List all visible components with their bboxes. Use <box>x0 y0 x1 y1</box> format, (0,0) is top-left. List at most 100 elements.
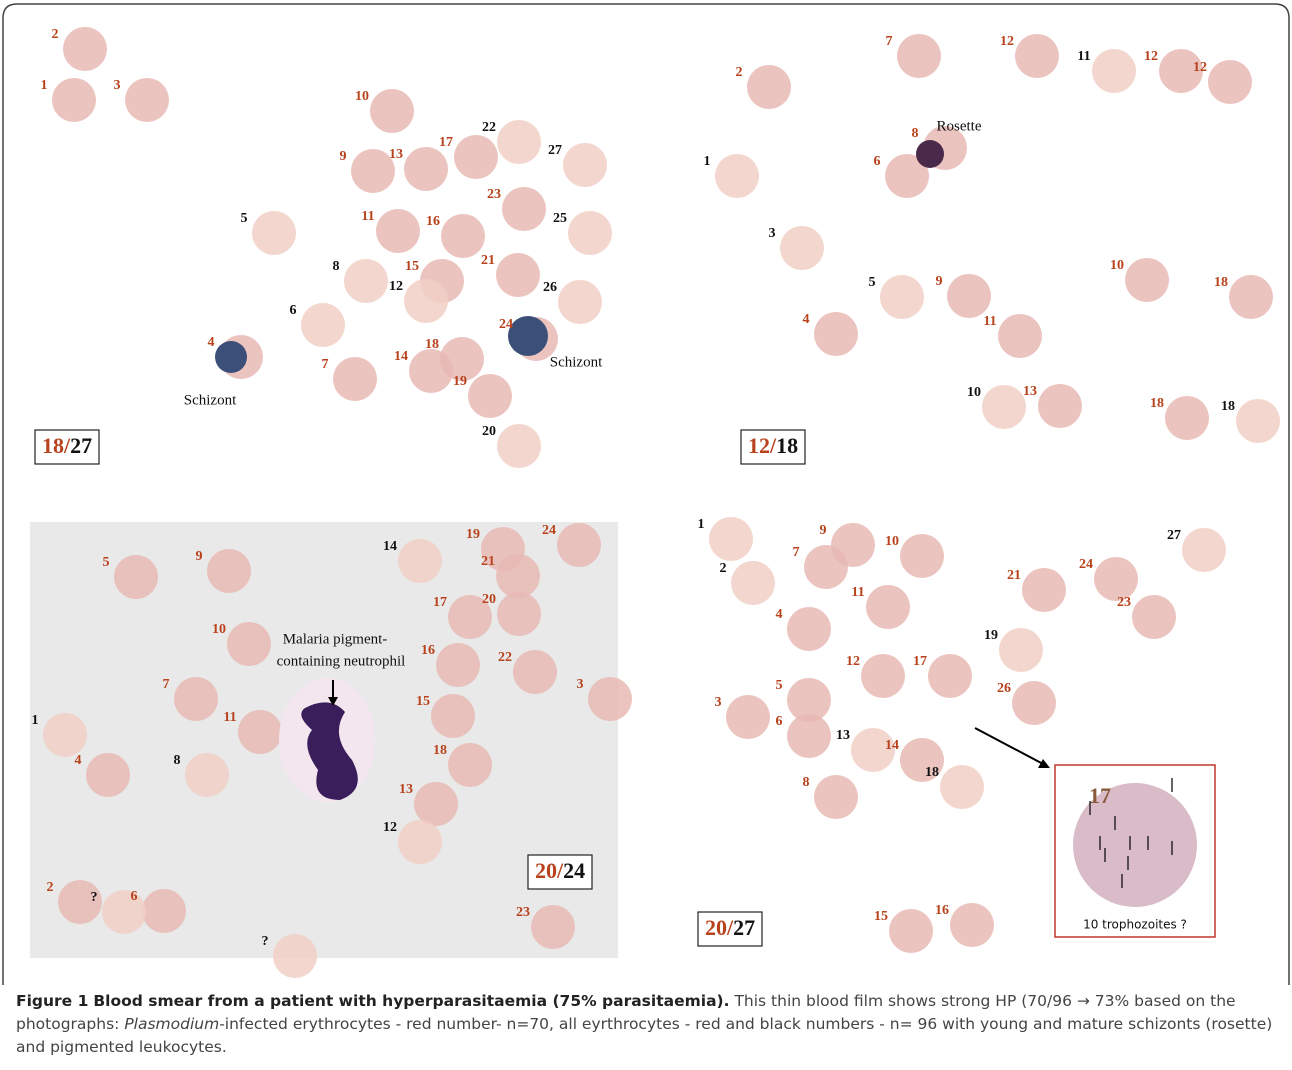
erythrocyte <box>273 934 317 978</box>
cell-number: 20 <box>482 592 496 607</box>
erythrocyte <box>1125 258 1169 302</box>
cell-number: 4 <box>803 312 810 327</box>
cell-number: 7 <box>886 34 893 49</box>
cell-number: 11 <box>223 710 236 725</box>
cell-number: 19 <box>984 628 998 643</box>
cell-number: 2 <box>720 561 727 576</box>
erythrocyte <box>787 714 831 758</box>
erythrocyte <box>207 549 251 593</box>
erythrocyte <box>787 678 831 722</box>
cell-number: 18 <box>1221 399 1235 414</box>
cell-number: 2 <box>52 27 59 42</box>
cell-number: 18 <box>1214 275 1228 290</box>
neutrophil <box>301 702 358 800</box>
erythrocyte <box>142 889 186 933</box>
erythrocyte <box>726 695 770 739</box>
erythrocyte <box>866 585 910 629</box>
erythrocyte <box>861 654 905 698</box>
cell-number: 18 <box>433 743 447 758</box>
erythrocyte <box>404 147 448 191</box>
erythrocyte <box>731 561 775 605</box>
erythrocyte <box>998 314 1042 358</box>
erythrocyte <box>448 743 492 787</box>
cell-number: 10 <box>355 89 369 104</box>
cell-number: 10 <box>885 534 899 549</box>
cell-number: 20 <box>482 424 496 439</box>
annotation: Rosette <box>937 118 982 134</box>
erythrocyte <box>497 592 541 636</box>
cell-number: 17 <box>439 135 453 150</box>
erythrocyte <box>1159 49 1203 93</box>
annotation: containing neutrophil <box>277 653 406 669</box>
erythrocyte <box>454 135 498 179</box>
erythrocyte <box>814 312 858 356</box>
cell-number: 23 <box>516 905 530 920</box>
cell-number: 12 <box>389 279 403 294</box>
cell-number: 13 <box>399 782 413 797</box>
erythrocyte <box>370 89 414 133</box>
erythrocyte <box>787 607 831 651</box>
annotation: Malaria pigment- <box>283 631 388 647</box>
cell-number: ? <box>262 934 269 949</box>
erythrocyte <box>1208 60 1252 104</box>
arrow <box>974 727 1046 766</box>
cell-number: 3 <box>577 677 584 692</box>
cell-number: 3 <box>769 226 776 241</box>
erythrocyte <box>999 628 1043 672</box>
cell-number: 23 <box>1117 595 1131 610</box>
cell-number: 1 <box>41 78 48 93</box>
erythrocyte <box>880 275 924 319</box>
cell-number: 4 <box>75 753 82 768</box>
erythrocyte <box>900 534 944 578</box>
erythrocyte <box>301 303 345 347</box>
erythrocyte <box>889 909 933 953</box>
erythrocyte <box>238 710 282 754</box>
cell-number: 18 <box>425 337 439 352</box>
cell-number: 3 <box>114 78 121 93</box>
cell-number: 12 <box>1144 49 1158 64</box>
erythrocyte <box>496 554 540 598</box>
erythrocyte <box>1022 568 1066 612</box>
erythrocyte <box>351 149 395 193</box>
cell-number: 2 <box>47 880 54 895</box>
erythrocyte <box>780 226 824 270</box>
cell-number: 17 <box>433 595 447 610</box>
cell-number: 10 <box>967 385 981 400</box>
erythrocyte <box>1229 275 1273 319</box>
erythrocyte <box>563 143 607 187</box>
erythrocyte <box>557 523 601 567</box>
cell-number: 6 <box>290 303 297 318</box>
cell-number: 24 <box>499 317 513 332</box>
cell-number: 21 <box>481 554 495 569</box>
cell-number: 27 <box>548 143 562 158</box>
cell-number: 9 <box>340 149 347 164</box>
cell-number: 22 <box>482 120 496 135</box>
cell-number: 25 <box>553 211 567 226</box>
erythrocyte <box>1038 384 1082 428</box>
cell-number: ? <box>91 890 98 905</box>
caption-text: -infected erythrocytes - red number- n=7… <box>16 1015 1273 1056</box>
count-total: 27 <box>70 433 92 458</box>
caption-text: This thin blood film shows strong HP (70… <box>16 992 1236 1033</box>
cell-number: 13 <box>1023 384 1037 399</box>
cell-number: 9 <box>936 274 943 289</box>
erythrocyte <box>947 274 991 318</box>
cells <box>43 27 1280 978</box>
erythrocyte <box>814 775 858 819</box>
frame <box>2 3 1290 985</box>
cell-number: 17 <box>913 654 927 669</box>
erythrocyte <box>468 374 512 418</box>
erythrocyte <box>1015 34 1059 78</box>
cell-number: 14 <box>885 738 899 753</box>
erythrocyte <box>950 903 994 947</box>
count-total: 27 <box>733 915 755 940</box>
erythrocyte <box>404 279 448 323</box>
cell-number: 12 <box>1000 34 1014 49</box>
cell-number: 1 <box>698 517 705 532</box>
erythrocyte <box>440 337 484 381</box>
cell-number: 7 <box>322 357 329 372</box>
annotation: 17 <box>1089 783 1111 808</box>
